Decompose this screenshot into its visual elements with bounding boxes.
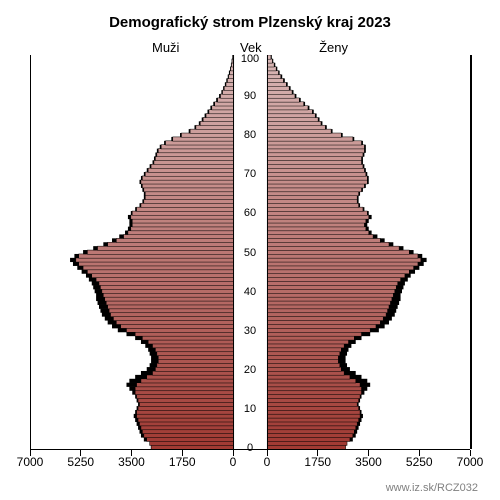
y-tick-label: 100	[241, 53, 259, 65]
x-tick-label: 7000	[17, 455, 44, 469]
y-tick-label: 20	[244, 364, 256, 376]
y-tick-label: 50	[244, 247, 256, 259]
y-tick-label: 30	[244, 325, 256, 337]
x-tick-label: 5250	[406, 455, 433, 469]
x-tick-label: 3500	[118, 455, 145, 469]
y-tick-label: 80	[244, 129, 256, 141]
x-tick-label: 0	[264, 455, 271, 469]
x-tick-label: 0	[230, 455, 237, 469]
y-tick-label: 90	[244, 90, 256, 102]
x-tick-label: 1750	[169, 455, 196, 469]
y-tick-label: 10	[244, 403, 256, 415]
y-tick-label: 60	[244, 207, 256, 219]
chart-title: Demografický strom Plzenský kraj 2023	[0, 14, 500, 31]
y-tick-label: 0	[247, 442, 253, 454]
x-tick-label: 1750	[304, 455, 331, 469]
y-tick-label: 70	[244, 168, 256, 180]
x-tick-label: 3500	[355, 455, 382, 469]
female-label: Ženy	[319, 40, 348, 55]
y-tick-label: 40	[244, 286, 256, 298]
source-url: www.iz.sk/RCZ032	[386, 482, 478, 494]
male-label: Muži	[152, 40, 179, 55]
x-tick-label: 5250	[67, 455, 94, 469]
x-tick-label: 7000	[457, 455, 484, 469]
